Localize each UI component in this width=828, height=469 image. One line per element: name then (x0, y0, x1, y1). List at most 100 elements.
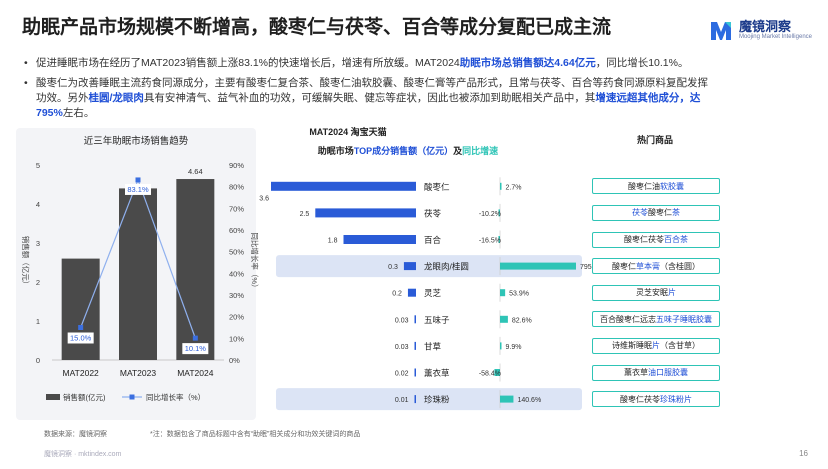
growth-bar (498, 209, 500, 217)
hot-product-item[interactable]: 薰衣草 油口服胶囊 (592, 364, 720, 381)
legend-label-growth: 同比增长率（%） (146, 392, 205, 402)
sales-value-label: 0.03 (395, 317, 409, 324)
y-right-tick: 20% (229, 313, 244, 322)
sales-bar (414, 395, 416, 404)
growth-point (78, 325, 84, 330)
hot-product-text: （含桂圆） (660, 261, 700, 271)
growth-value-label: 2.7% (506, 184, 522, 191)
growth-bar (500, 315, 508, 323)
growth-bar (500, 342, 502, 350)
footer-note: *注：数据包含了商品标题中含有“助眠”相关成分和功效关键词的商品 (150, 431, 361, 438)
y-right-tick: 30% (229, 291, 244, 300)
footer-url: 魔镜洞察 · mktindex.com (44, 451, 122, 458)
growth-value-label: -16.5% (479, 238, 501, 245)
y-right-tick: 90% (229, 161, 244, 170)
hot-product-keyword: 片 (668, 288, 676, 298)
growth-bar (494, 369, 500, 376)
hot-product-item[interactable]: 灵芝安眠片 (592, 284, 720, 301)
hot-product-text: 薰衣草 (624, 368, 648, 377)
hot-product-item[interactable]: 百合酸枣仁远志 五味子 睡眠胶囊 (592, 311, 720, 328)
logo-name: 魔镜洞察 (738, 19, 791, 34)
ingredient-label: 百合 (424, 235, 442, 245)
hot-product-keyword: 软胶囊 (660, 181, 684, 191)
bullet-2: 酸枣仁为改善睡眠主流药食同源成分，主要有酸枣仁复合茶、酸枣仁油软胶囊、酸枣仁膏等… (22, 76, 712, 121)
sales-bar (176, 179, 215, 360)
legend-swatch-sales (46, 394, 60, 400)
highlight-row-bg (276, 388, 582, 411)
bullet-1-text: 促进睡眠市场在经历了MAT2023销售额上涨83.1%的快速增长后，增速有所放缓… (36, 57, 460, 69)
growth-value-label: 9.9% (506, 344, 522, 351)
sales-value-label: 0.02 (395, 371, 409, 378)
growth-label: 83.1% (127, 185, 149, 194)
growth-value-label: -10.2% (479, 211, 501, 218)
hot-product-text: 酸枣仁 (612, 261, 636, 271)
y-left-tick: 1 (36, 317, 40, 326)
summary-bullets: 促进睡眠市场在经历了MAT2023销售额上涨83.1%的快速增长后，增速有所放缓… (22, 56, 712, 126)
sales-bar (403, 262, 416, 271)
hot-product-item[interactable]: 茯苓 酸枣仁茶 (592, 204, 720, 221)
legend-marker-growth (129, 394, 135, 400)
trend-chart-title: 近三年助眠市场销售趋势 (84, 135, 189, 147)
sales-value-label: 0.01 (395, 397, 409, 404)
subtitle-part: 同比增速 (462, 145, 498, 156)
sales-value-label: 2.5 (300, 211, 310, 218)
ingredient-label: 甘草 (424, 341, 442, 351)
bar-value-label: 4.64 (188, 167, 203, 176)
bullet-2-highlight-2: 增速远超其他成分，达795% (36, 92, 701, 119)
y-left-tick: 2 (36, 278, 40, 287)
hot-product-item[interactable]: 酸枣仁 草本膏 （含桂圆） (592, 258, 720, 275)
hot-product-item[interactable]: 酸枣仁茯苓 百合茶 (592, 231, 720, 248)
y-right-label: 同比增长率（%） (250, 232, 260, 291)
highlight-row-bg (276, 255, 582, 278)
growth-point (192, 335, 198, 341)
growth-label: 10.1% (185, 344, 207, 353)
bullet-1-highlight: 助眠市场总销售额达4.64亿元 (459, 57, 596, 69)
hot-product-text: 诗维斯睡眠 (612, 341, 652, 351)
growth-value-label: 140.6% (517, 397, 541, 404)
growth-label-bg (125, 183, 151, 195)
sales-bar (315, 208, 416, 218)
hot-product-item[interactable]: 酸枣仁油 软胶囊 (592, 178, 720, 195)
hot-product-item[interactable]: 诗维斯睡眠片（含甘草） (592, 337, 720, 354)
growth-value-label: 82.6% (512, 317, 532, 324)
growth-label-bg (67, 332, 94, 344)
x-tick-label: MAT2023 (120, 368, 156, 378)
footer-source: 数据来源：魔镜洞察 (44, 431, 107, 438)
hot-product-text: 酸枣仁油 (628, 181, 660, 191)
sales-bar (414, 341, 416, 350)
logo-icon (710, 22, 731, 40)
y-left-tick: 0 (36, 356, 40, 365)
hot-product-keyword: 睡眠胶囊 (680, 314, 712, 324)
sales-value-label: 0.2 (392, 291, 402, 298)
hot-product-item[interactable]: 酸枣仁茯苓 珍珠粉片 (592, 391, 720, 408)
growth-bar (500, 262, 576, 270)
sales-bar (119, 188, 157, 360)
hot-product-text: 百合酸枣仁远志 (600, 314, 656, 324)
bullet-2-mid: 具有安神清气、益气补血的功效，可缓解失眠、健忘等症状，因此也被添加到助眠相关产品… (143, 92, 596, 104)
ingredient-label: 薰衣草 (424, 368, 450, 378)
y-right-tick: 70% (229, 204, 244, 213)
hot-product-text: 酸枣仁茯苓 (620, 394, 660, 404)
legend-label-sales: 销售额(亿元) (63, 392, 106, 402)
ingredient-label: 五味子 (424, 315, 450, 325)
ingredient-label: 龙眼肉/桂圆 (424, 262, 469, 272)
hot-product-keyword: 茯苓 (632, 208, 648, 218)
y-right-tick: 40% (229, 269, 244, 278)
growth-value-label: -58.4% (479, 371, 501, 378)
sales-value-label: 0.03 (395, 344, 409, 351)
x-tick-label: MAT2024 (177, 368, 213, 378)
y-right-tick: 80% (229, 183, 244, 192)
subtitle-part: 及 (453, 146, 463, 156)
bullet-1: 促进睡眠市场在经历了MAT2023销售额上涨83.1%的快速增长后，增速有所放缓… (22, 56, 712, 71)
sales-bar (343, 235, 416, 244)
growth-label: 15.0% (70, 334, 92, 343)
hot-product-text: 酸枣仁 (648, 208, 672, 218)
hot-product-keyword: 油口服胶囊 (648, 368, 688, 377)
ingredient-chart-title: MAT2024 淘宝天猫 (309, 126, 386, 137)
sales-bar (407, 288, 416, 297)
logo: 魔镜洞察 Moojing Market Intelligence (709, 18, 812, 42)
hot-product-keyword: 珍珠粉片 (660, 394, 692, 404)
growth-bar (500, 289, 506, 297)
ingredient-chart-subtitle: 助眠市场TOP成分销售额（亿元）及同比增速 (318, 145, 498, 156)
subtitle-part: TOP成分销售额（亿元） (354, 145, 453, 156)
